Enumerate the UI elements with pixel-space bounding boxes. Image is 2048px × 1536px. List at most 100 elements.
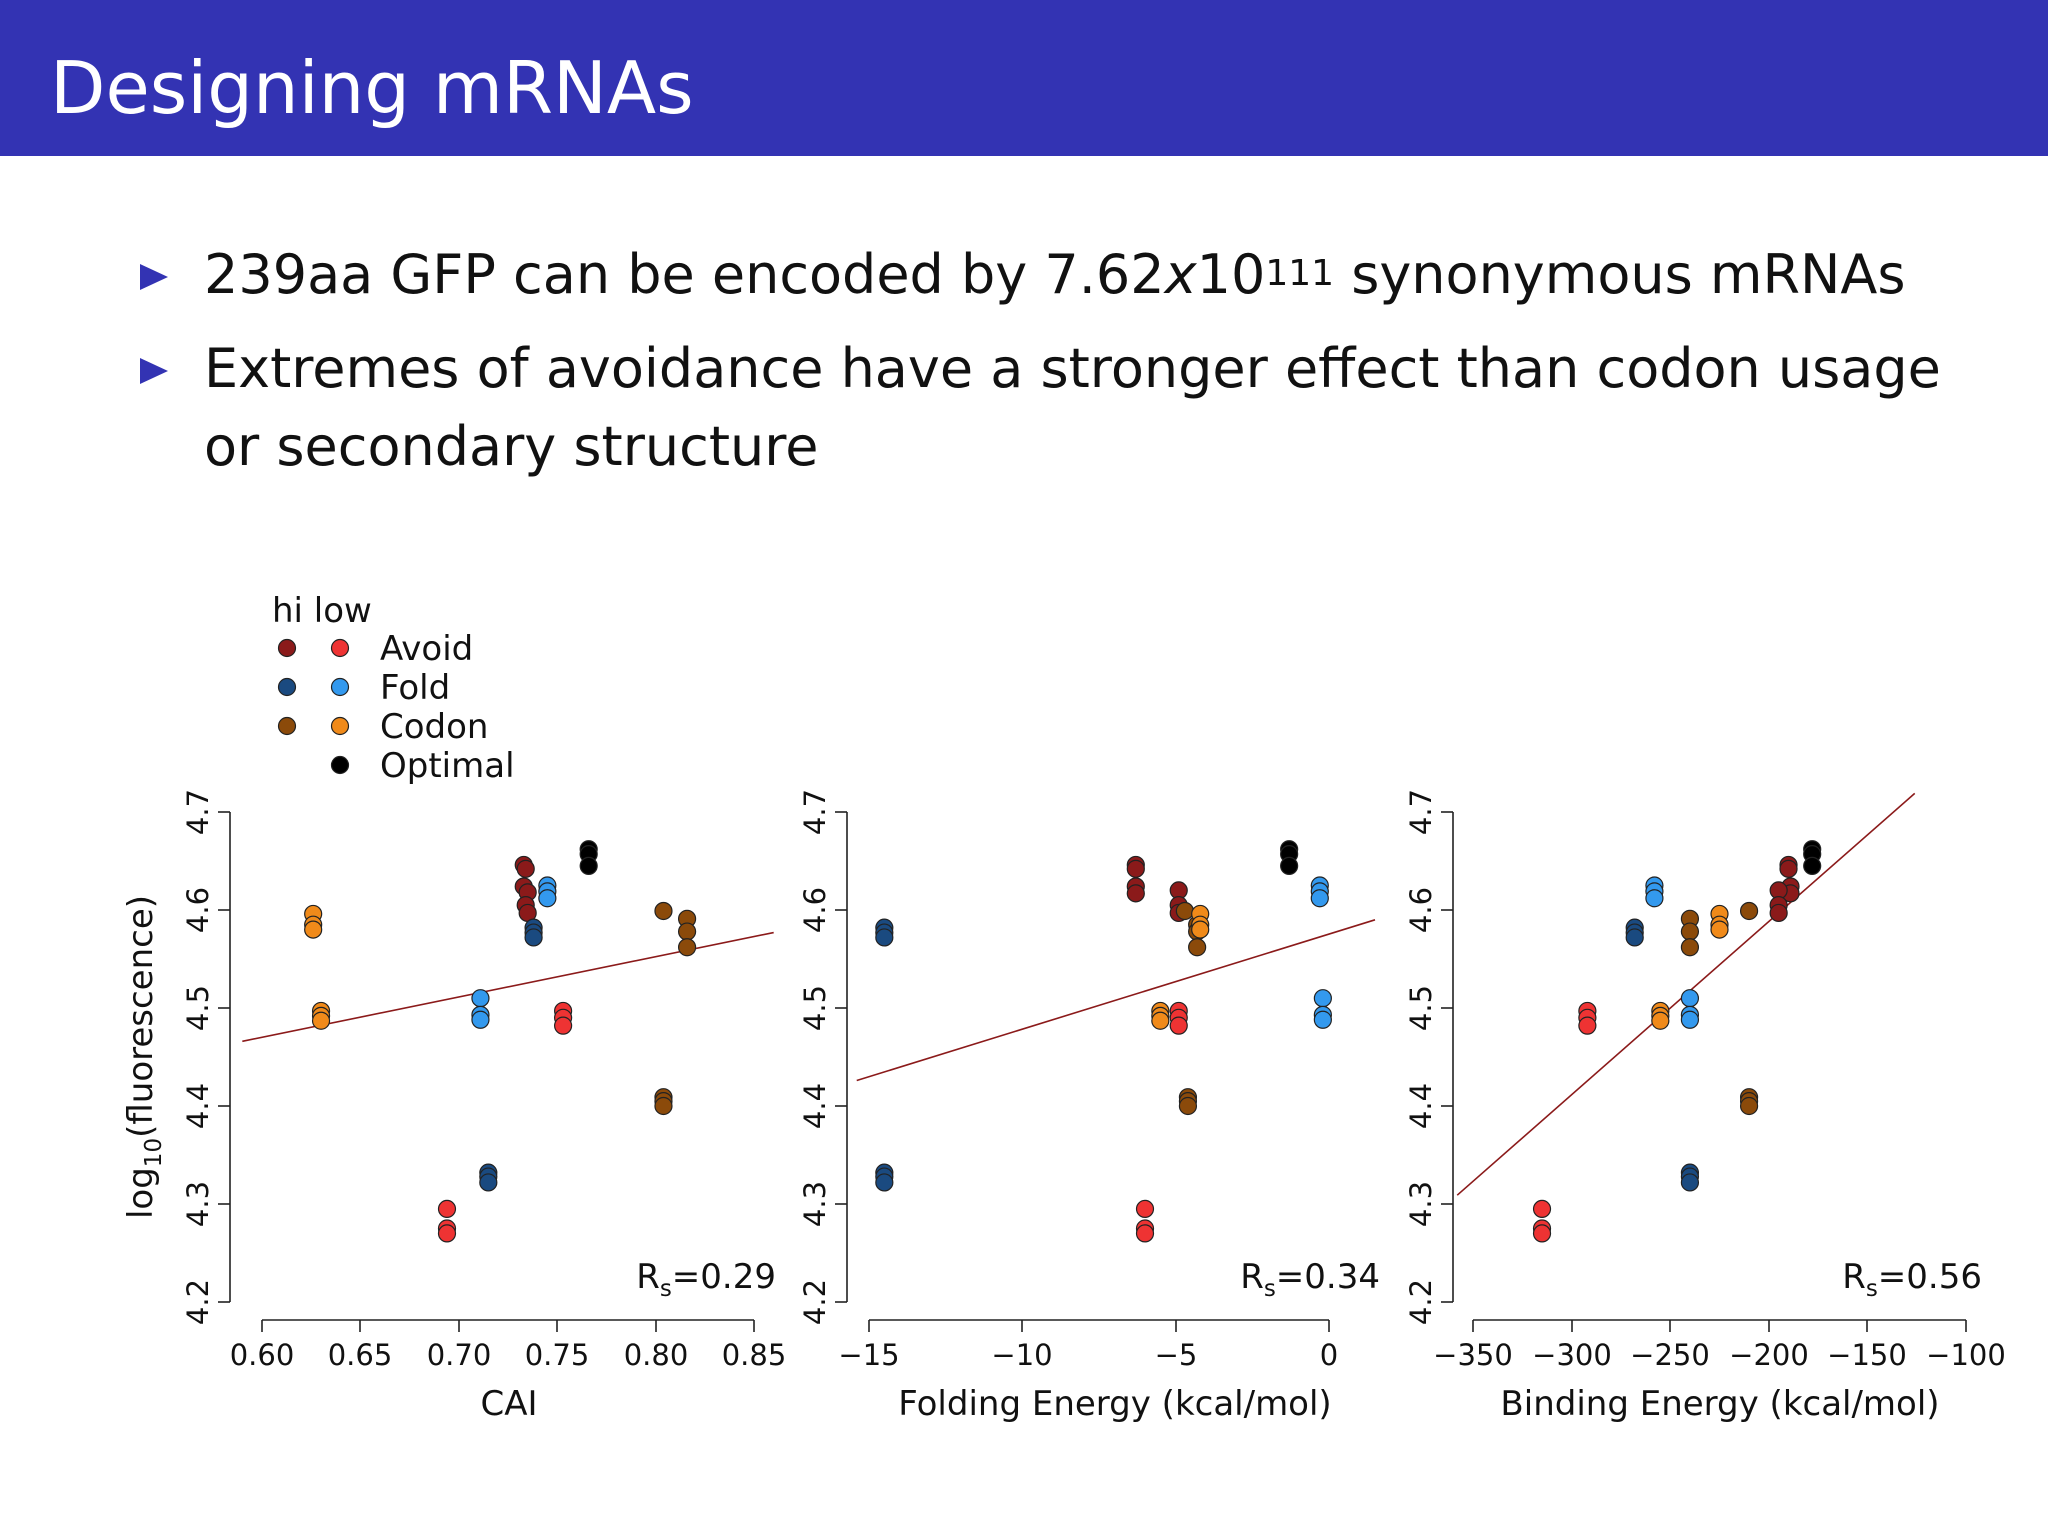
plot-panels: 4.2 4.3 4.4 4.5 4.6 4.7 0.60 0.65 0.70 0.75 0.80 0.…: [121, 789, 2006, 1424]
y-tick-label: 4.7: [798, 789, 832, 835]
data-point: [654, 1096, 673, 1116]
bullet-text: Extremes of avoidance have a stronger ef…: [204, 337, 1941, 478]
x-axis-label: CAI: [480, 1384, 537, 1424]
y-tick-label: 4.5: [181, 985, 215, 1031]
plot-panel: 4.2 4.3 4.4 4.5 4.6 4.7 −350 −300 −250 −200 −150 −1…: [1404, 789, 2006, 1424]
data-point: [579, 856, 598, 876]
legend-marker-hi: [277, 677, 297, 697]
data-point: [1803, 856, 1822, 876]
y-tick-label: 4.3: [1404, 1181, 1438, 1227]
legend-marker-hi: [277, 716, 297, 736]
data-point: [1169, 1016, 1188, 1035]
data-point: [1680, 1173, 1700, 1192]
correlation-label: Rs=0.34: [1240, 1257, 1380, 1302]
data-point: [1651, 1011, 1670, 1030]
data-point: [304, 920, 323, 939]
data-point: [1680, 989, 1700, 1008]
data-point: [1310, 889, 1329, 908]
data-point: [1779, 859, 1798, 878]
data-point: [1532, 1224, 1552, 1243]
bullet-text-end: synonymous mRNAs: [1334, 243, 1906, 306]
data-point: [677, 922, 697, 941]
data-point: [1680, 1010, 1700, 1029]
x-tick-label: 0.60: [230, 1338, 295, 1372]
data-point: [1578, 1016, 1597, 1035]
bullet-item: 239aa GFP can be encoded by 7.62x10111 s…: [140, 236, 1960, 314]
power-exponent: 111: [1265, 253, 1335, 294]
data-point: [538, 889, 557, 908]
correlation-label: Rs=0.29: [636, 1257, 776, 1302]
y-tick-label: 4.5: [1404, 985, 1438, 1031]
times-symbol: x: [1164, 243, 1197, 306]
y-tick-label: 4.2: [181, 1279, 215, 1325]
data-point: [1313, 989, 1332, 1008]
x-tick-label: −200: [1729, 1338, 1809, 1372]
x-tick-label: −150: [1827, 1338, 1907, 1372]
x-axis-label: Binding Energy (kcal/mol): [1500, 1384, 1939, 1424]
data-point: [1178, 1096, 1198, 1116]
x-tick-label: 0: [1320, 1338, 1338, 1372]
x-tick-label: 0.65: [328, 1338, 393, 1372]
data-point: [479, 1173, 498, 1192]
fit-line: [856, 919, 1376, 1082]
data-point: [1126, 884, 1145, 903]
legend-marker-low: [330, 716, 350, 736]
power-base: 10: [1196, 243, 1266, 306]
data-point: [311, 1011, 331, 1030]
bullet-list: 239aa GFP can be encoded by 7.62x10111 s…: [140, 236, 1960, 502]
bullet-triangle-icon: [140, 264, 168, 290]
data-point: [1191, 920, 1210, 939]
legend-label: Fold: [380, 668, 450, 708]
y-tick-label: 4.4: [181, 1083, 215, 1129]
data-point: [875, 1173, 894, 1192]
data-point: [1151, 1011, 1170, 1030]
title-bar: Designing mRNAs: [0, 0, 2048, 156]
data-point: [1680, 922, 1700, 941]
y-tick-label: 4.2: [1404, 1279, 1438, 1325]
y-tick-label: 4.6: [1404, 887, 1438, 933]
data-point: [554, 1016, 573, 1035]
y-axis-label: log10(fluorescence): [121, 895, 167, 1219]
data-point: [1625, 928, 1644, 947]
data-point: [1126, 859, 1145, 878]
x-tick-label: 0.75: [525, 1338, 590, 1372]
data-point: [1188, 938, 1207, 957]
y-tick-label: 4.7: [181, 789, 215, 835]
x-tick-label: −10: [991, 1338, 1052, 1372]
data-point: [875, 928, 894, 947]
data-point: [677, 938, 697, 957]
legend-marker-low: [330, 638, 350, 658]
y-tick-label: 4.4: [1404, 1083, 1438, 1129]
y-tick-label: 4.3: [181, 1181, 215, 1227]
plot-panel: 4.2 4.3 4.4 4.5 4.6 4.7 0.60 0.65 0.70 0.75 0.80 0.…: [121, 789, 786, 1424]
data-point: [1313, 1010, 1332, 1029]
data-point: [471, 989, 490, 1008]
data-point: [524, 928, 543, 947]
data-point: [437, 1199, 457, 1219]
data-point: [1532, 1199, 1552, 1219]
x-tick-label: −300: [1532, 1338, 1612, 1372]
legend-header: hi low: [272, 591, 372, 631]
data-point: [1135, 1224, 1155, 1243]
data-point: [1710, 920, 1729, 939]
data-point: [1645, 889, 1664, 908]
x-axis-label: Folding Energy (kcal/mol): [898, 1384, 1331, 1424]
data-point: [1739, 901, 1759, 921]
y-tick-label: 4.6: [181, 887, 215, 933]
x-tick-label: 0.80: [624, 1338, 689, 1372]
x-tick-label: −100: [1926, 1338, 2006, 1372]
bullet-text-start: 239aa GFP can be encoded by 7.62: [204, 243, 1165, 306]
legend-marker-hi: [277, 638, 297, 658]
legend-label: Codon: [380, 707, 488, 747]
y-tick-label: 4.5: [798, 985, 832, 1031]
data-point: [1280, 856, 1299, 876]
data-point: [1135, 1199, 1155, 1219]
x-tick-label: −15: [838, 1338, 899, 1372]
correlation-label: Rs=0.56: [1842, 1257, 1982, 1302]
legend-label: Avoid: [380, 629, 473, 669]
x-tick-label: 0.85: [722, 1338, 787, 1372]
bullet-triangle-icon: [140, 358, 168, 384]
y-tick-label: 4.7: [1404, 789, 1438, 835]
